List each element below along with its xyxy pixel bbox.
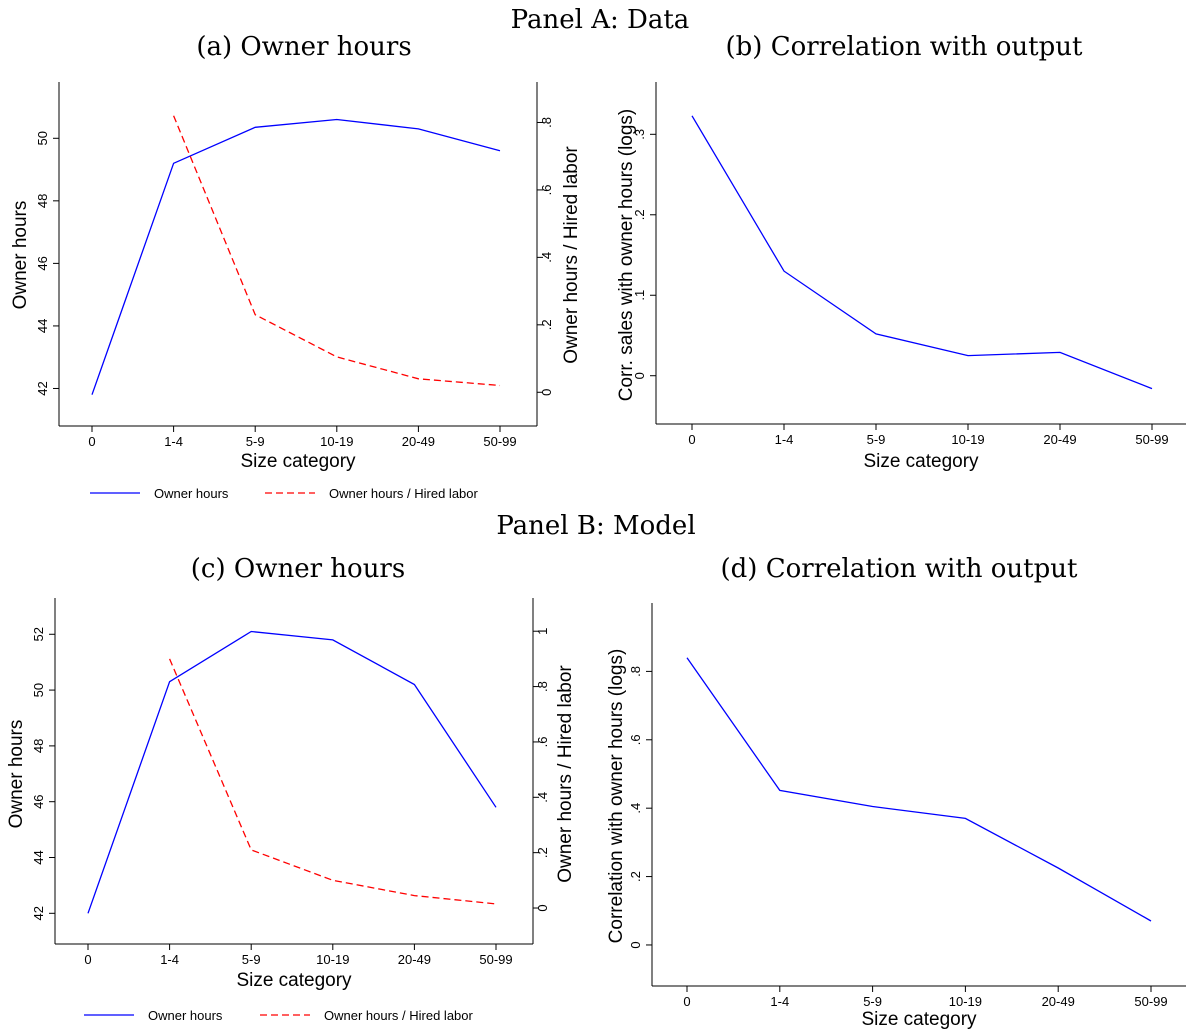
y-right-tick-label: 0 [535,904,550,911]
y-tick-label: .3 [632,129,647,140]
y-tick-label: .1 [632,290,647,301]
x-tick-label: 5-9 [246,434,265,449]
y-tick-label: 42 [35,381,50,395]
y-right-tick-label: .4 [535,792,550,803]
y-tick-label: 48 [35,194,50,208]
x-tick-label: 20-49 [398,952,431,967]
x-tick-label: 1-4 [164,434,183,449]
y-tick-label: 48 [31,739,46,753]
legend-owner-hours-label: Owner hours [154,486,229,501]
legend-owner-hours-label: Owner hours [148,1008,223,1023]
legend-ratio-label: Owner hours / Hired labor [324,1008,474,1023]
x-tick-label: 0 [688,432,695,447]
series-owner-hours-line [91,118,501,395]
y-right-tick-label: .6 [539,184,554,195]
x-axis-label: Size category [863,451,979,472]
chart-owner-hours-model: (c) Owner hours 42 44 46 48 50 52 Owner hours 0.… [6,554,576,1023]
y-tick-label: 46 [35,256,50,270]
chart-correlation-data: (b) Correlation with output 0 .1 .2 .3Corr. … [616,32,1186,472]
x-tick-label: 10-19 [949,994,982,1009]
y-right-axis-label: Owner hours / Hired labor [555,665,576,883]
x-tick-label: 20-49 [1042,994,1075,1009]
y-axis-label: Owner hours [10,201,31,310]
chart-title: (b) Correlation with output [726,32,1083,62]
y-tick-label: .2 [632,209,647,220]
x-tick-label: 20-49 [1043,432,1076,447]
x-tick-label: 1-4 [160,952,179,967]
x-tick-label: 0 [88,434,95,449]
chart-title: (a) Owner hours [196,32,411,62]
x-axis-label: Size category [236,970,352,991]
series-owner-hours-line [686,657,1152,922]
x-tick-label: 1-4 [775,432,794,447]
series-owner-hours-line [691,115,1153,390]
x-tick-label: 5-9 [863,994,882,1009]
x-tick-label: 10-19 [316,952,349,967]
x-tick-label: 50-99 [483,434,516,449]
x-tick-label: 10-19 [951,432,984,447]
chart-correlation-model: (d) Correlation with output 0 .2 .4 .6 .8Corr… [606,554,1186,1030]
y-tick-label: 42 [31,906,46,920]
panel-b-heading: Panel B: Model [496,511,695,541]
y-right-tick-label: .4 [539,252,554,263]
y-right-tick-label: .2 [539,319,554,330]
y-tick-label: 52 [31,627,46,641]
panel-a-heading: Panel A: Data [511,5,690,35]
y-right-tick-label: .6 [535,737,550,748]
chart-title: (c) Owner hours [191,554,405,584]
y-tick-label: 50 [31,683,46,697]
x-tick-label: 50-99 [1134,994,1167,1009]
x-tick-label: 0 [84,952,91,967]
x-tick-label: 1-4 [770,994,789,1009]
y-right-axis-label: Owner hours / Hired labor [561,146,582,364]
y-tick-label: .4 [628,803,643,814]
y-right-tick-label: .2 [535,847,550,858]
series-owner-hours-line [87,630,497,914]
x-axis-label: Size category [861,1009,977,1030]
x-tick-label: 50-99 [1135,432,1168,447]
y-axis-label: Corr. sales with owner hours (logs) [616,109,637,402]
legend: Owner hours Owner hours / Hired labor [90,486,479,501]
series-ratio-line [172,115,501,387]
y-right-tick-label: .8 [535,681,550,692]
legend-ratio-label: Owner hours / Hired labor [329,486,479,501]
y-right-tick-label: 0 [539,389,554,396]
x-tick-label: 10-19 [320,434,353,449]
chart-title: (d) Correlation with output [721,554,1078,584]
x-tick-label: 0 [683,994,690,1009]
x-tick-label: 50-99 [479,952,512,967]
legend: Owner hours Owner hours / Hired labor [84,1008,474,1023]
x-axis-label: Size category [240,451,356,472]
x-tick-label: 20-49 [402,434,435,449]
y-tick-label: 44 [31,850,46,864]
y-tick-label: 0 [628,941,643,948]
y-tick-label: .8 [628,666,643,677]
x-tick-label: 5-9 [867,432,886,447]
y-tick-label: 44 [35,319,50,333]
y-tick-label: .6 [628,734,643,745]
chart-owner-hours-data: (a) Owner hours 42 44 46 48 50 Owner hours 0 .2.… [10,32,582,501]
x-tick-label: 5-9 [242,952,261,967]
y-tick-label: 46 [31,794,46,808]
y-tick-label: 50 [35,131,50,145]
y-axis-label: Owner hours [6,720,27,829]
y-tick-label: 0 [632,372,647,379]
y-right-tick-label: 1 [535,628,550,635]
series-ratio-line [169,658,497,905]
y-right-tick-label: .8 [539,117,554,128]
y-axis-label: Correlation with owner hours (logs) [606,649,627,944]
y-tick-label: .2 [628,871,643,882]
